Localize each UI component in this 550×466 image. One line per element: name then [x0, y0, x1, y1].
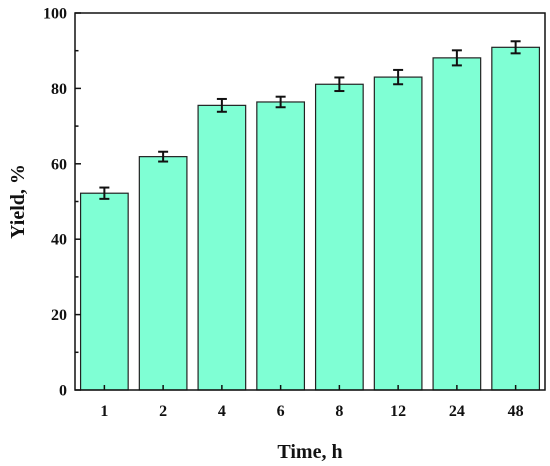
- bar-12: [373, 76, 423, 391]
- y-tick-label: 100: [43, 6, 67, 23]
- y-tick-label: 0: [59, 383, 67, 400]
- x-tick-label: 24: [449, 403, 465, 420]
- y-tick-label: 40: [51, 232, 67, 249]
- x-tick-label: 48: [508, 403, 524, 420]
- x-tick-label: 12: [390, 403, 406, 420]
- bar-2: [138, 156, 188, 391]
- bar-8: [314, 83, 364, 391]
- bars-layer: [79, 46, 541, 391]
- bar-24: [432, 57, 482, 391]
- bar-48: [491, 46, 541, 391]
- x-tick-label: 6: [277, 403, 285, 420]
- bar-4: [197, 104, 247, 391]
- error-bars-layer: [99, 40, 521, 200]
- x-tick-label: 4: [218, 403, 226, 420]
- error-bar-6: [275, 95, 286, 109]
- x-tick-label: 8: [335, 403, 343, 420]
- y-axis-title: Yield, %: [7, 164, 29, 239]
- error-bar-12: [393, 68, 404, 86]
- bar-1: [79, 192, 129, 391]
- y-tick-label: 80: [51, 81, 67, 98]
- x-axis-title: Time, h: [277, 441, 342, 463]
- bar-6: [256, 101, 306, 391]
- error-bar-1: [99, 186, 110, 200]
- error-bar-4: [216, 97, 227, 113]
- y-tick-label: 20: [51, 307, 67, 324]
- error-bar-8: [334, 76, 345, 93]
- x-tick-label: 1: [100, 403, 108, 420]
- error-bar-24: [451, 49, 462, 67]
- x-tick-label: 2: [159, 403, 167, 420]
- y-tick-label: 60: [51, 156, 67, 173]
- axes-layer: [74, 12, 546, 391]
- error-bar-48: [510, 40, 521, 55]
- error-bar-2: [158, 150, 169, 163]
